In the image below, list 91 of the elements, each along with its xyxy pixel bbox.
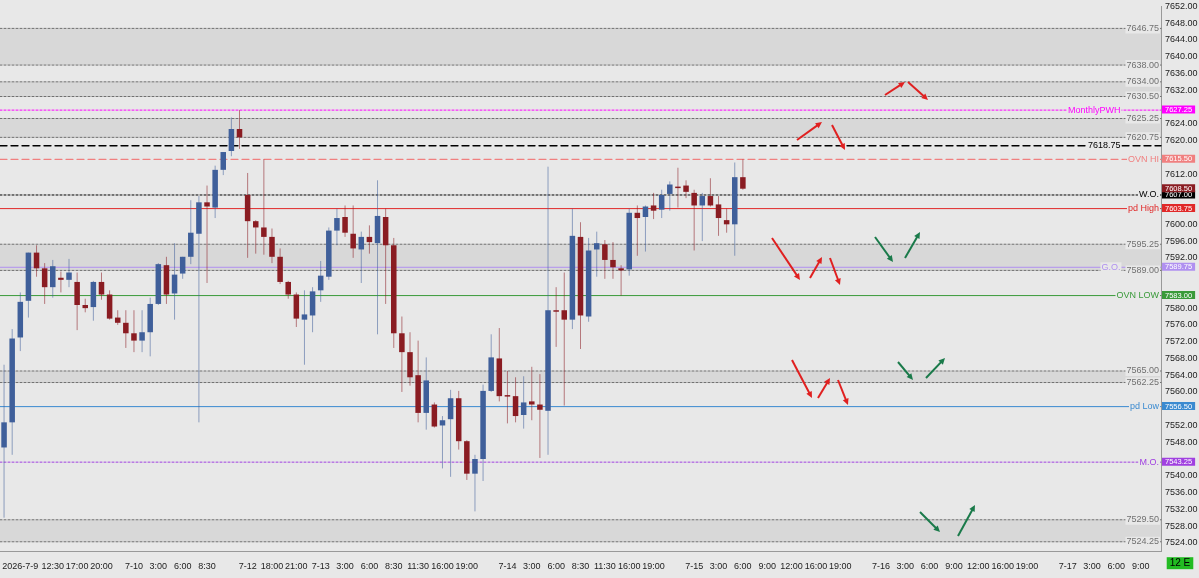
x-tick-label: 16:00 [804, 561, 828, 572]
ref-line-label: pd High [1127, 203, 1159, 214]
y-tick-label: 7632.00 [1165, 84, 1198, 95]
x-tick-label: 3:00 [149, 561, 168, 572]
y-tick-label: 7620.00 [1165, 134, 1198, 145]
y-tick-label: 7552.00 [1165, 419, 1198, 430]
ref-line-label: 7595.25 [1126, 238, 1159, 249]
y-tick-label: 7576.00 [1165, 319, 1198, 330]
y-tick-label: 7524.00 [1165, 537, 1198, 548]
x-tick-label: 6:00 [547, 561, 565, 572]
ref-line-label: 7562.25 [1126, 377, 1159, 388]
x-tick-label: 11:30 [407, 561, 430, 572]
ref-line-label: OVN LOW [1116, 290, 1160, 301]
ref-line-label: OVN HI [1127, 153, 1159, 164]
x-tick-label: 8:30 [198, 561, 216, 572]
x-tick-label: 9:00 [1131, 561, 1150, 572]
x-tick-label: 7-13 [311, 561, 330, 572]
y-tick-label: 7560.00 [1165, 386, 1198, 397]
ref-line-label: 7646.75 [1126, 22, 1159, 33]
x-tick-label: 3:00 [1083, 561, 1101, 572]
x-tick-label: 7-12 [238, 561, 257, 572]
x-tick-label: 16:00 [617, 561, 641, 572]
x-tick-label: 19:00 [1015, 561, 1039, 572]
y-tick-label: 7568.00 [1165, 352, 1198, 363]
candlestick [683, 179, 689, 199]
ref-line-label: W.O. [1139, 189, 1159, 200]
x-tick-label: 12:00 [780, 561, 803, 572]
x-tick-label: 6:00 [360, 561, 379, 572]
x-tick-label: 3:00 [709, 561, 728, 572]
x-tick-label: 18:00 [260, 561, 284, 572]
y-tick-label: 7648.00 [1165, 17, 1198, 28]
ref-line-label: M.O. [1139, 456, 1159, 467]
x-tick-label: 7-17 [1058, 561, 1077, 572]
x-tick-label: 7-14 [498, 561, 517, 572]
ref-line-label: 7618.75 [1087, 140, 1121, 151]
y-tick-label: 7612.00 [1165, 168, 1198, 179]
x-tick-label: 17:00 [65, 561, 89, 572]
x-tick-label: 9:00 [945, 561, 963, 572]
x-tick-label: 8:30 [385, 561, 403, 572]
x-tick-label: 8:30 [571, 561, 590, 572]
x-tick-label: 3:00 [336, 561, 354, 572]
y-tick-label: 7644.00 [1165, 34, 1198, 45]
x-tick-label: 6:00 [920, 561, 939, 572]
x-tick-label: 12:30 [41, 561, 65, 572]
x-tick-label: 16:00 [431, 561, 454, 572]
x-tick-label: 19:00 [642, 561, 665, 572]
y-tick-label: 7592.00 [1165, 252, 1198, 263]
y-tick-label: 7600.00 [1165, 218, 1198, 229]
y-tick-label: 7572.00 [1165, 336, 1198, 347]
x-tick-label: 16:00 [991, 561, 1014, 572]
ref-line-label: 7529.50 [1126, 514, 1159, 525]
ref-line-label: 7589.00 [1126, 264, 1159, 275]
ref-line-label: 7634.00 [1126, 76, 1159, 87]
x-tick-label: 20:00 [90, 561, 113, 572]
ref-line-label: 7625.25 [1126, 112, 1159, 123]
x-tick-label: 2026-7-9 [2, 561, 39, 572]
y-tick-label: 7564.00 [1165, 369, 1198, 380]
x-tick-label: 7-16 [871, 561, 890, 572]
x-tick-label: 3:00 [896, 561, 915, 572]
ref-line-label: 7565.00 [1126, 365, 1159, 376]
x-tick-label: 19:00 [829, 561, 852, 572]
x-tick-label: 19:00 [455, 561, 479, 572]
ref-line-label: MonthlyPWH [1067, 104, 1121, 115]
y-tick-label: 7532.00 [1165, 503, 1198, 514]
x-tick-label: 21:00 [285, 561, 308, 572]
ref-line-label: 7620.75 [1126, 131, 1159, 142]
x-tick-label: 3:00 [523, 561, 541, 572]
y-tick-label: 7640.00 [1165, 51, 1198, 62]
ref-line-label: 7630.50 [1126, 90, 1159, 101]
ref-line-label: 7524.25 [1126, 536, 1159, 547]
x-tick-label: 7-15 [685, 561, 704, 572]
y-tick-label: 7652.00 [1165, 0, 1198, 11]
x-tick-label: 6:00 [173, 561, 192, 572]
y-tick-label: 7636.00 [1165, 67, 1198, 78]
x-tick-label: 12:00 [967, 561, 990, 572]
x-tick-label: 7-10 [124, 561, 143, 572]
y-tick-label: 7540.00 [1165, 470, 1198, 481]
y-tick-label: 7624.00 [1165, 118, 1198, 129]
x-tick-label: 6:00 [734, 561, 752, 572]
ref-line-label: G.O. [1101, 261, 1121, 272]
ref-line-label: pd Low [1129, 401, 1160, 412]
y-tick-label: 7580.00 [1165, 302, 1198, 313]
text: 12 E [1169, 556, 1191, 568]
x-tick-label: 6:00 [1107, 561, 1126, 572]
x-tick-label: 9:00 [758, 561, 776, 572]
ref-line-label: 7638.00 [1126, 59, 1159, 70]
y-tick-label: 7548.00 [1165, 436, 1198, 447]
y-tick-label: 7596.00 [1165, 235, 1198, 246]
y-tick-label: 7536.00 [1165, 487, 1198, 498]
x-tick-label: 11:30 [593, 561, 616, 572]
y-tick-label: 7528.00 [1165, 520, 1198, 531]
